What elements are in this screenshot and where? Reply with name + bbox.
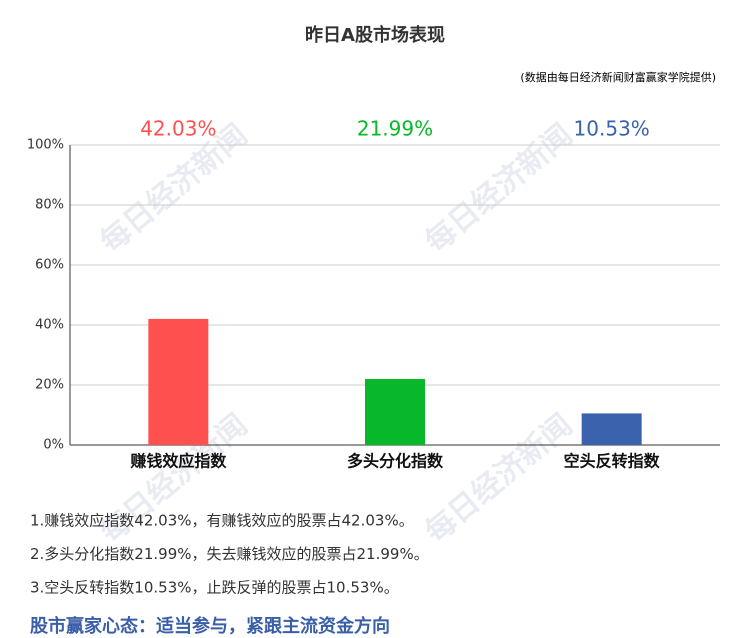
y-tick-label: 0%: [43, 438, 64, 453]
x-tick-label: 多头分化指数: [347, 452, 444, 471]
source-note: (数据由每日经济新闻财富赢家学院提供): [520, 70, 716, 84]
chart-title: 昨日A股市场表现: [305, 24, 445, 46]
x-tick-label: 赚钱效应指数: [129, 452, 227, 471]
y-tick-label: 100%: [27, 138, 64, 153]
headline: 股市赢家心态：适当参与，紧跟主流资金方向: [29, 615, 390, 637]
watermark: 每日经济新闻: [419, 118, 579, 261]
bar: [148, 318, 209, 445]
bar: [365, 379, 425, 445]
note: 3.空头反转指数10.53%，止跌反弹的股票占10.53%。: [30, 579, 399, 597]
y-tick-label: 20%: [35, 378, 64, 393]
x-tick-label: 空头反转指数: [564, 452, 661, 471]
bar: [581, 413, 642, 445]
value-label: 10.53%: [574, 117, 650, 141]
note: 1.赚钱效应指数42.03%，有赚钱效应的股票占42.03%。: [30, 512, 414, 530]
note: 2.多头分化指数21.99%，失去赚钱效应的股票占21.99%。: [30, 545, 429, 563]
value-label: 42.03%: [140, 117, 216, 141]
y-tick-label: 60%: [35, 258, 64, 273]
value-label: 21.99%: [357, 117, 433, 141]
watermark: 每日经济新闻: [419, 408, 579, 551]
y-tick-label: 80%: [35, 198, 64, 213]
y-tick-label: 40%: [35, 318, 64, 333]
